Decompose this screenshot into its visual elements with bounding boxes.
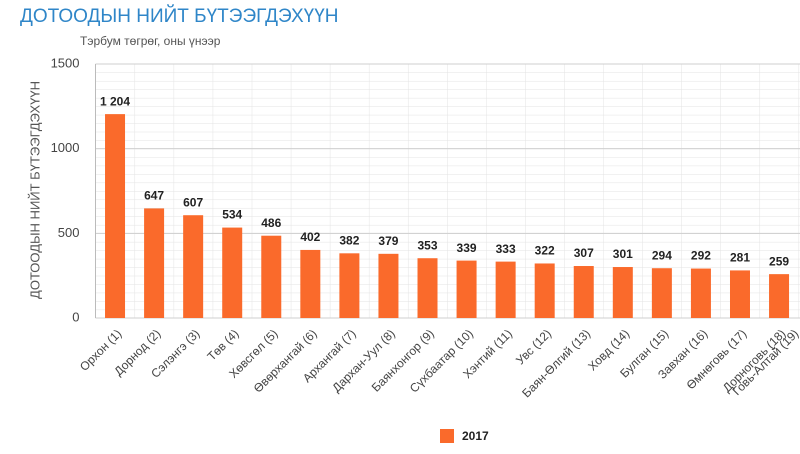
legend-swatch [440,429,454,443]
bar [612,267,633,318]
plot-background [95,64,800,318]
bar [573,266,594,318]
y-tick-label: 0 [72,309,79,324]
data-label: 292 [691,249,711,263]
bar [300,249,321,318]
data-label: 307 [574,246,594,260]
data-label: 322 [535,244,555,258]
bar [495,261,516,318]
data-label: 301 [613,247,633,261]
bar [729,270,750,318]
bar [456,260,477,318]
y-axis-label: ДОТООДЫН НИЙТ БҮТЭЭГДЭХҮҮН [27,81,42,299]
bar [261,235,282,318]
bar [769,274,790,318]
legend-label: 2017 [462,429,489,443]
data-label: 1 204 [100,94,130,108]
bar [105,114,126,318]
data-label: 379 [378,234,398,248]
chart-subtitle: Тэрбум төгрөг, оны үнээр [80,34,221,48]
chart-title: ДОТООДЫН НИЙТ БҮТЭЭГДЭХҮҮН [20,5,339,27]
data-label: 647 [144,189,164,203]
data-label: 294 [652,248,672,262]
x-tick-label: Баян-Өлгий (13) [519,326,593,400]
data-label: 486 [261,216,281,230]
bar [534,263,555,318]
data-label: 607 [183,195,203,209]
y-tick-label: 500 [58,225,80,240]
bar [183,215,204,318]
bar [417,258,438,318]
data-label: 281 [730,251,750,265]
bar [222,227,243,318]
bar [144,208,165,318]
data-label: 339 [457,241,477,255]
bar [339,253,360,318]
bar [690,268,711,318]
y-tick-label: 1000 [51,140,80,155]
data-label: 382 [339,233,359,247]
x-tick-label: Төв (4) [205,326,242,363]
data-label: 353 [417,238,437,252]
data-label: 402 [300,230,320,244]
bar [651,268,672,318]
data-label: 534 [222,208,242,222]
bar [378,253,399,318]
data-label: 259 [769,254,789,268]
y-tick-label: 1500 [51,55,80,70]
data-label: 333 [496,242,516,256]
